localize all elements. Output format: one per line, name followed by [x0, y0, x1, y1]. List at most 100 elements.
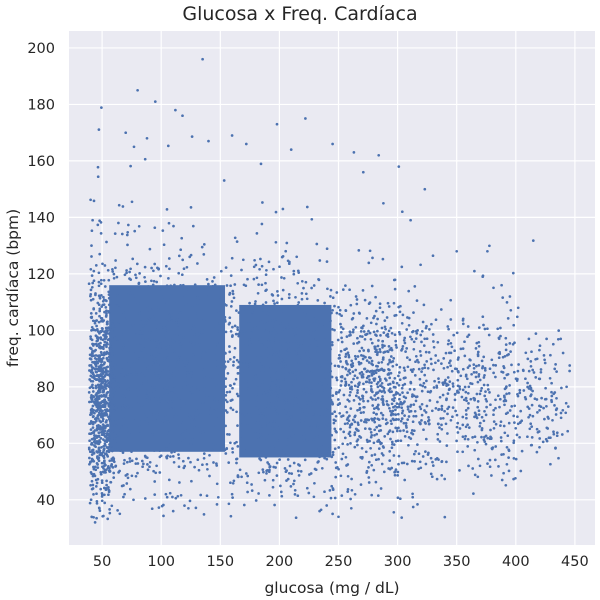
data-point	[178, 440, 182, 443]
data-point	[551, 418, 554, 422]
data-point	[202, 456, 206, 460]
data-point	[361, 375, 365, 379]
data-point	[388, 368, 391, 372]
data-point	[335, 291, 339, 294]
data-point	[92, 400, 95, 403]
data-point	[158, 471, 162, 474]
data-point	[250, 483, 253, 486]
data-point	[248, 343, 252, 346]
data-point	[480, 359, 484, 363]
data-point	[145, 305, 149, 308]
data-point	[116, 509, 119, 512]
data-point	[451, 406, 455, 409]
data-point	[134, 474, 138, 478]
data-point	[178, 311, 182, 314]
data-point	[171, 509, 175, 513]
data-point	[445, 398, 448, 402]
data-point	[544, 386, 547, 390]
data-point	[261, 468, 265, 471]
data-point	[236, 424, 239, 427]
data-point	[477, 409, 481, 413]
x-tick-label: 50	[93, 554, 111, 570]
data-point	[371, 256, 374, 260]
data-point	[344, 355, 347, 358]
data-point	[172, 363, 176, 367]
data-point	[450, 345, 454, 349]
data-point	[251, 327, 254, 330]
data-point	[255, 323, 259, 327]
data-point	[193, 465, 196, 469]
data-point	[507, 448, 511, 452]
data-point	[329, 362, 333, 365]
data-point	[526, 357, 530, 361]
data-point	[209, 398, 213, 402]
data-point	[351, 370, 355, 374]
y-tick-label: 80	[37, 380, 55, 396]
data-point	[214, 415, 218, 419]
data-point	[319, 405, 323, 409]
data-point	[135, 262, 139, 266]
data-point	[391, 364, 395, 368]
data-point	[279, 349, 283, 353]
data-point	[322, 305, 326, 308]
data-point	[144, 398, 148, 401]
data-point	[266, 347, 270, 351]
data-point	[312, 317, 316, 320]
data-point	[286, 307, 289, 311]
data-point	[255, 398, 258, 402]
data-point	[323, 336, 327, 339]
data-point	[195, 414, 199, 417]
data-point	[181, 421, 185, 425]
data-point	[225, 284, 229, 287]
data-point	[472, 366, 476, 370]
data-point	[176, 395, 180, 398]
data-point	[468, 364, 471, 368]
data-point	[112, 436, 116, 440]
data-point	[278, 395, 281, 398]
data-point	[110, 459, 114, 462]
data-point	[424, 462, 428, 466]
data-point	[273, 302, 276, 305]
data-point	[315, 435, 318, 439]
data-point	[299, 388, 303, 392]
data-point	[90, 393, 93, 397]
data-point	[387, 345, 391, 348]
data-point	[224, 352, 227, 355]
data-point	[99, 282, 103, 286]
data-point	[179, 291, 183, 295]
data-point	[228, 390, 232, 394]
data-point	[91, 351, 94, 355]
data-point	[449, 359, 452, 363]
data-point	[413, 409, 417, 413]
data-point	[139, 389, 143, 393]
data-point	[488, 391, 491, 394]
data-point	[337, 446, 341, 449]
data-point	[168, 413, 172, 416]
data-point	[311, 413, 315, 416]
data-point	[410, 459, 414, 463]
data-point	[321, 429, 325, 432]
data-point	[196, 296, 199, 299]
data-point	[375, 432, 379, 436]
data-point	[92, 354, 96, 358]
data-point	[123, 347, 127, 351]
data-point	[484, 413, 488, 417]
data-point	[285, 442, 289, 446]
data-point	[296, 404, 300, 408]
data-point	[107, 493, 110, 497]
data-point	[262, 391, 266, 395]
data-point	[214, 411, 218, 415]
data-point	[333, 438, 337, 442]
data-point	[366, 440, 369, 444]
data-point	[310, 320, 314, 324]
data-point	[157, 506, 161, 509]
data-point	[220, 437, 224, 441]
data-point	[167, 428, 171, 432]
data-point	[549, 353, 552, 357]
data-point	[158, 400, 162, 403]
data-point	[338, 312, 342, 316]
data-point	[292, 384, 296, 387]
data-point	[431, 460, 434, 464]
data-point	[526, 381, 529, 385]
data-point	[284, 342, 288, 345]
